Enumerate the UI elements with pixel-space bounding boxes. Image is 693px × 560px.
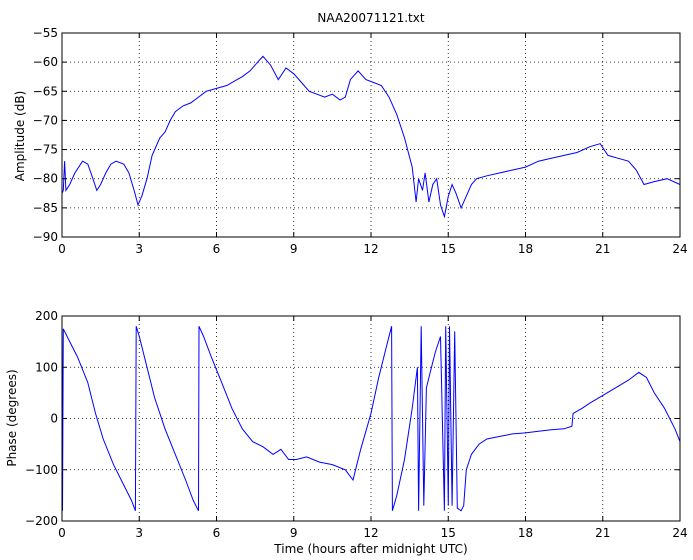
amplitude-x-tick-label: 24: [672, 242, 687, 256]
phase-x-ticks: 0 3 6 9 12 15 18 21 24: [58, 316, 688, 540]
amplitude-axes: NAA20071121.txt 0 3 6 9 12 15 18 21 24 −90 −85 −80…: [13, 11, 688, 256]
amplitude-series-line: [61, 55, 681, 219]
amplitude-x-ticks: 0 3 6 9 12 15 18 21 24: [58, 33, 688, 256]
phase-x-tick-label: 6: [213, 526, 221, 540]
amplitude-x-tick-label: 15: [441, 242, 456, 256]
phase-x-tick-label: 0: [58, 526, 66, 540]
phase-y-tick-label: 0: [50, 412, 58, 426]
phase-x-tick-label: 18: [518, 526, 533, 540]
phase-y-label: Phase (degrees): [5, 369, 19, 466]
amplitude-y-tick-label: −85: [33, 201, 58, 215]
amplitude-x-tick-label: 21: [595, 242, 610, 256]
amplitude-grid: [62, 33, 680, 237]
amplitude-y-tick-label: −80: [33, 172, 58, 186]
amplitude-y-tick-label: −60: [33, 55, 58, 69]
phase-x-tick-label: 9: [290, 526, 298, 540]
amplitude-x-tick-label: 0: [58, 242, 66, 256]
phase-x-tick-label: 12: [363, 526, 378, 540]
phase-y-tick-label: −200: [25, 514, 58, 528]
phase-series-line: [61, 326, 681, 512]
amplitude-x-tick-label: 6: [213, 242, 221, 256]
amplitude-y-tick-label: −90: [33, 230, 58, 244]
amplitude-y-ticks: −90 −85 −80 −75 −70 −65 −60 −55: [33, 26, 680, 244]
phase-axes: 0 3 6 9 12 15 18 21 24 −200 −100 0 100 200 Time (hou…: [5, 309, 688, 556]
phase-x-tick-label: 3: [135, 526, 143, 540]
phase-series: [61, 326, 681, 512]
amplitude-x-tick-label: 3: [135, 242, 143, 256]
amplitude-y-label: Amplitude (dB): [13, 91, 27, 182]
amplitude-x-tick-label: 18: [518, 242, 533, 256]
phase-x-tick-label: 21: [595, 526, 610, 540]
phase-y-tick-label: 100: [35, 360, 58, 374]
amplitude-x-tick-label: 9: [290, 242, 298, 256]
chart-title: NAA20071121.txt: [317, 11, 424, 25]
phase-y-tick-label: 200: [35, 309, 58, 323]
phase-y-tick-label: −100: [25, 463, 58, 477]
phase-y-ticks: −200 −100 0 100 200: [25, 309, 680, 528]
amplitude-y-tick-label: −65: [33, 84, 58, 98]
amplitude-x-tick-label: 12: [363, 242, 378, 256]
amplitude-y-tick-label: −75: [33, 143, 58, 157]
amplitude-y-tick-label: −70: [33, 113, 58, 127]
amplitude-y-tick-label: −55: [33, 26, 58, 40]
phase-x-label: Time (hours after midnight UTC): [273, 542, 467, 556]
phase-x-tick-label: 24: [672, 526, 687, 540]
amplitude-series: [61, 55, 681, 219]
phase-x-tick-label: 15: [441, 526, 456, 540]
phase-grid: [62, 316, 680, 521]
